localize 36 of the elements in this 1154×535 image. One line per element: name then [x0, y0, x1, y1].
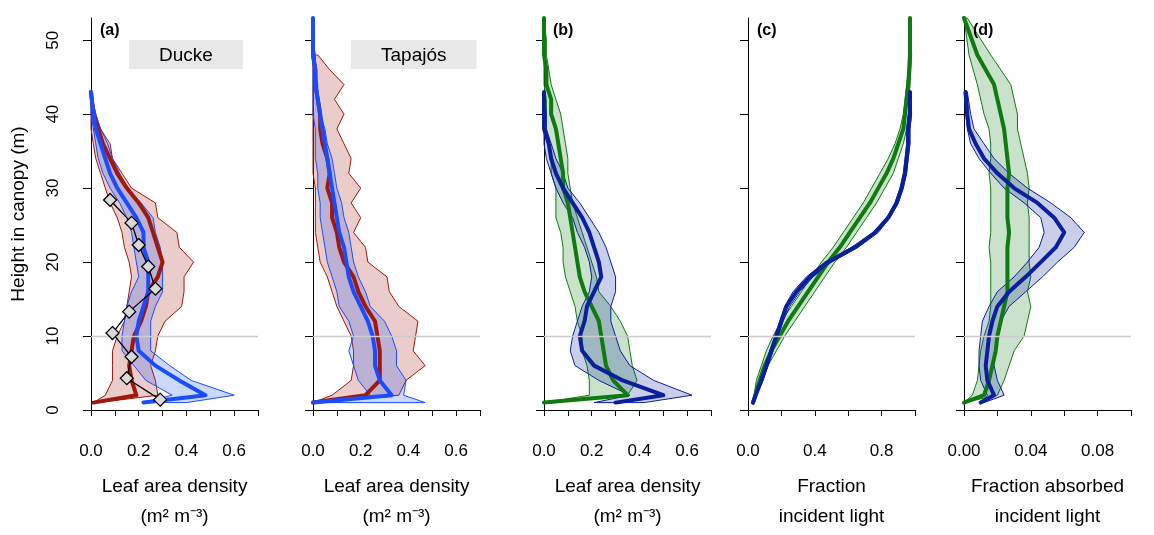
- y-tick-label: 20: [43, 252, 62, 272]
- x-tick-label: 0.6: [222, 441, 246, 460]
- x-tick-label: 0.0: [301, 441, 325, 460]
- x-tick-label: 0.0: [736, 441, 760, 460]
- x-tick-label: 0.0: [532, 441, 556, 460]
- x-tick-label: 0.2: [579, 441, 604, 460]
- x-tick-label: 0.4: [396, 441, 421, 460]
- y-tick-label: 10: [43, 326, 62, 346]
- x-tick-label: 0.00: [947, 441, 981, 460]
- x-tick-label: 0.4: [174, 441, 199, 460]
- x-tick-label: 0.2: [126, 441, 151, 460]
- x-axis-title: Fraction absorbed incident light: [970, 474, 1125, 526]
- x-axis-title: Fraction incident light: [778, 474, 886, 526]
- x-tick-label: 0.2: [348, 441, 373, 460]
- y-tick-label: 30: [43, 178, 62, 198]
- x-tick-label: 0.08: [1081, 441, 1115, 460]
- chart-title: (b): [553, 20, 574, 38]
- chart-title: (d): [973, 20, 994, 38]
- y-tick-label: 50: [43, 30, 62, 50]
- x-tick-label: 0.6: [675, 441, 699, 460]
- x-tick-label: 0.04: [1014, 441, 1048, 460]
- y-tick-label: 40: [43, 104, 62, 124]
- text: Ducke: [159, 44, 213, 65]
- x-tick-label: 0.6: [444, 441, 468, 460]
- x-tick-label: 0.4: [627, 441, 652, 460]
- y-axis-title: Height in canopy (m): [7, 126, 28, 302]
- x-axis-title: Leaf area density (m² m⁻³): [101, 474, 248, 526]
- chart-title: (c): [757, 20, 777, 38]
- x-tick-label: 0.0: [79, 441, 103, 460]
- x-tick-label: 0.8: [869, 441, 894, 460]
- chart-title: (a): [100, 20, 120, 38]
- text: Tapajós: [381, 44, 447, 65]
- x-tick-label: 0.4: [802, 441, 827, 460]
- y-tick-label: 0: [43, 405, 62, 415]
- x-axis-title: Leaf area density (m² m⁻³): [323, 474, 470, 526]
- x-axis-title: Leaf area density (m² m⁻³): [554, 474, 701, 526]
